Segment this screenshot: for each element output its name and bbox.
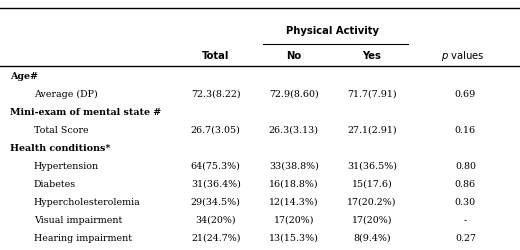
Text: Yes: Yes <box>362 51 381 61</box>
Text: 15(17.6): 15(17.6) <box>352 180 392 189</box>
Text: 17(20%): 17(20%) <box>274 216 314 225</box>
Text: 17(20%): 17(20%) <box>352 216 392 225</box>
Text: 72.3(8.22): 72.3(8.22) <box>191 90 241 99</box>
Text: Physical Activity: Physical Activity <box>287 26 379 36</box>
Text: 33(38.8%): 33(38.8%) <box>269 162 319 171</box>
Text: 0.16: 0.16 <box>455 126 476 135</box>
Text: 71.7(7.91): 71.7(7.91) <box>347 90 397 99</box>
Text: Total Score: Total Score <box>34 126 88 135</box>
Text: 64(75.3%): 64(75.3%) <box>191 162 241 171</box>
Text: 0.80: 0.80 <box>455 162 476 171</box>
Text: 31(36.4%): 31(36.4%) <box>191 180 241 189</box>
Text: Diabetes: Diabetes <box>34 180 76 189</box>
Text: 26.7(3.05): 26.7(3.05) <box>191 126 241 135</box>
Text: Hearing impairment: Hearing impairment <box>34 234 132 243</box>
Text: Average (DP): Average (DP) <box>34 90 98 99</box>
Text: 21(24.7%): 21(24.7%) <box>191 234 241 243</box>
Text: 16(18.8%): 16(18.8%) <box>269 180 319 189</box>
Text: Hypercholesterolemia: Hypercholesterolemia <box>34 198 140 207</box>
Text: 31(36.5%): 31(36.5%) <box>347 162 397 171</box>
Text: 12(14.3%): 12(14.3%) <box>269 198 319 207</box>
Text: 8(9.4%): 8(9.4%) <box>353 234 391 243</box>
Text: 34(20%): 34(20%) <box>196 216 236 225</box>
Text: 0.30: 0.30 <box>455 198 476 207</box>
Text: 26.3(3.13): 26.3(3.13) <box>269 126 319 135</box>
Text: Total: Total <box>202 51 229 61</box>
Text: 0.27: 0.27 <box>455 234 476 243</box>
Text: 0.86: 0.86 <box>455 180 476 189</box>
Text: Hypertension: Hypertension <box>34 162 99 171</box>
Text: 72.9(8.60): 72.9(8.60) <box>269 90 319 99</box>
Text: 17(20.2%): 17(20.2%) <box>347 198 397 207</box>
Text: Age#: Age# <box>10 72 38 81</box>
Text: No: No <box>286 51 302 61</box>
Text: 13(15.3%): 13(15.3%) <box>269 234 319 243</box>
Text: Visual impairment: Visual impairment <box>34 216 122 225</box>
Text: $\it{p}$ values: $\it{p}$ values <box>441 49 485 63</box>
Text: 0.69: 0.69 <box>455 90 476 99</box>
Text: 27.1(2.91): 27.1(2.91) <box>347 126 397 135</box>
Text: Health conditions*: Health conditions* <box>10 144 111 153</box>
Text: Mini-exam of mental state #: Mini-exam of mental state # <box>10 108 162 117</box>
Text: -: - <box>464 216 467 225</box>
Text: 29(34.5%): 29(34.5%) <box>191 198 241 207</box>
